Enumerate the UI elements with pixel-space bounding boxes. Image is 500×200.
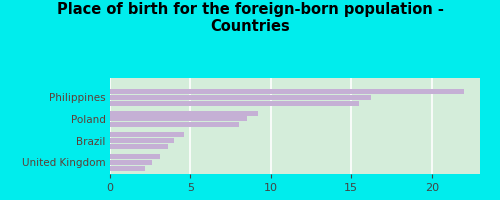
Bar: [110, 144, 168, 149]
Bar: [110, 89, 464, 94]
Bar: [110, 160, 152, 165]
Bar: [110, 95, 370, 100]
Bar: [110, 116, 246, 121]
Bar: [110, 101, 360, 106]
Bar: [110, 122, 238, 127]
Bar: [110, 154, 160, 159]
Bar: [110, 132, 184, 137]
Bar: [110, 166, 146, 171]
Text: Place of birth for the foreign-born population -
Countries: Place of birth for the foreign-born popu…: [56, 2, 444, 34]
Bar: [110, 111, 258, 116]
Bar: [110, 138, 174, 143]
